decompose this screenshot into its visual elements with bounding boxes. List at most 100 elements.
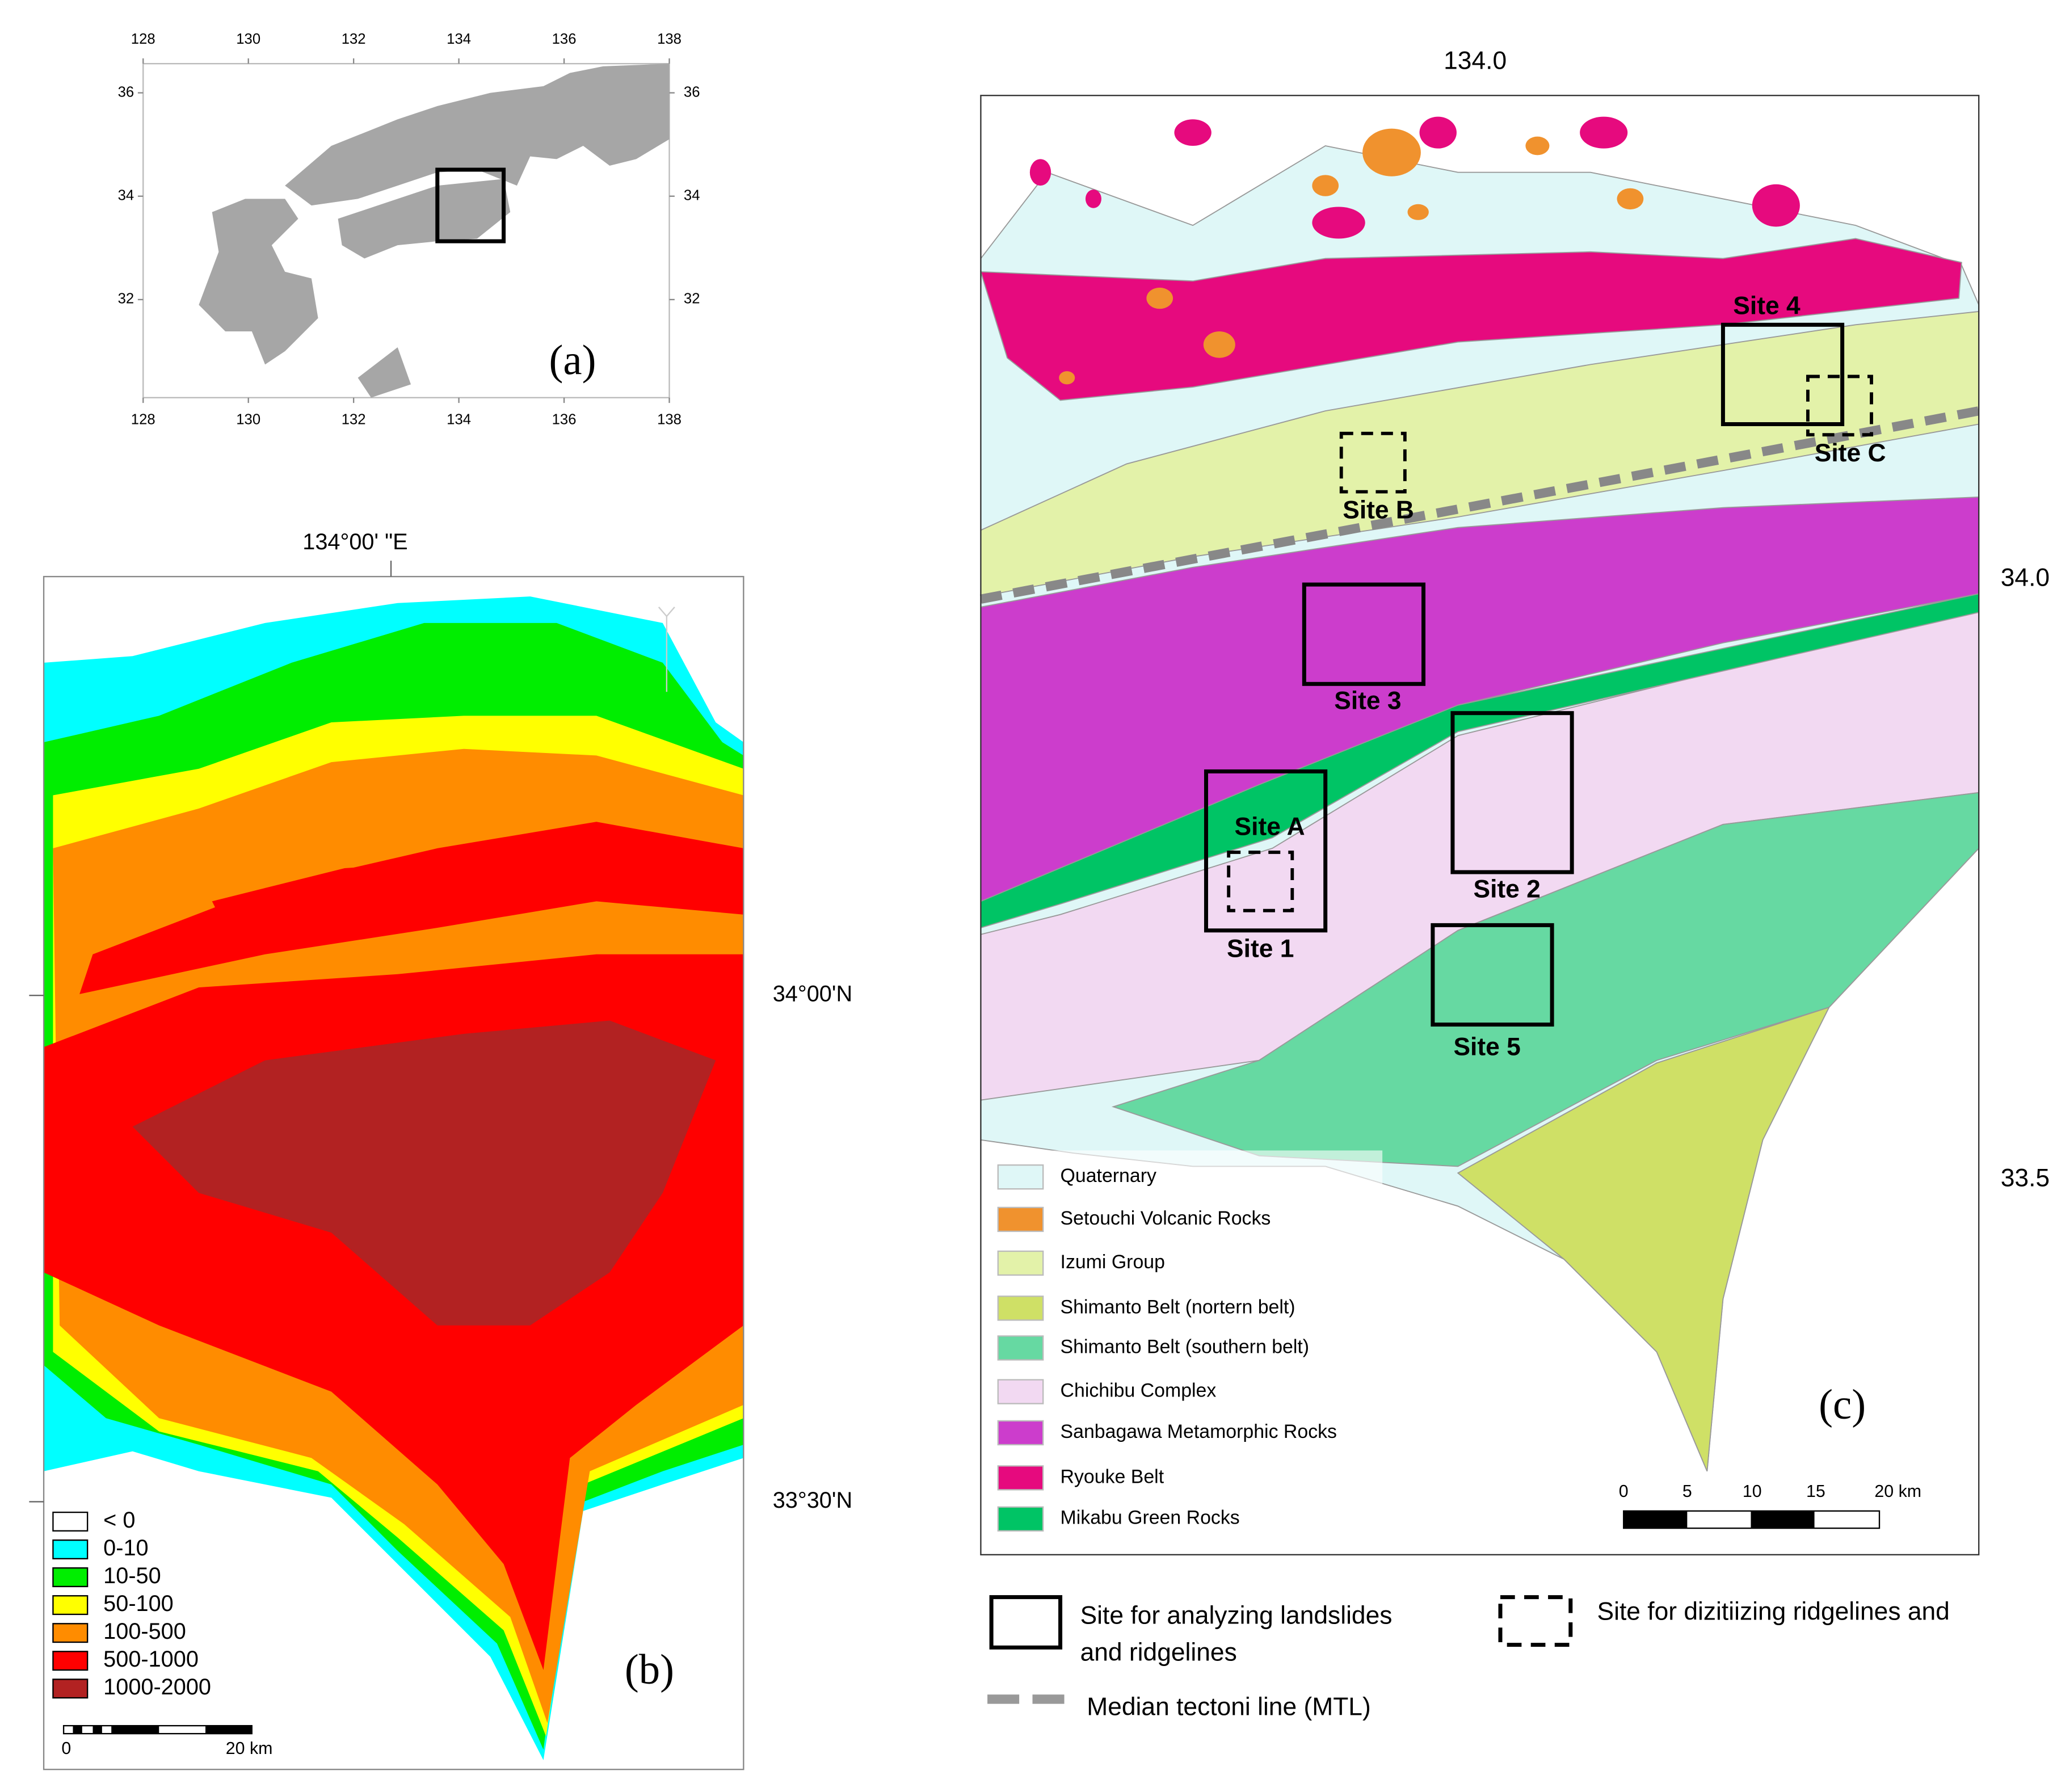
y-tick-label: 32 bbox=[684, 291, 700, 307]
legend-swatch bbox=[997, 1295, 1044, 1321]
legend-label: 50-100 bbox=[103, 1591, 174, 1616]
scale-label: 15 bbox=[1806, 1482, 1825, 1501]
legend-swatch bbox=[997, 1420, 1044, 1446]
x-tick-label: 134 bbox=[447, 31, 471, 47]
latitude-label: 34.0 bbox=[2001, 563, 2050, 591]
legend-swatch bbox=[52, 1595, 89, 1616]
site-label: Site 3 bbox=[1334, 687, 1401, 715]
y-tick-label: 36 bbox=[118, 84, 134, 100]
geology-unit bbox=[1146, 287, 1173, 309]
study-area-box bbox=[435, 167, 506, 243]
geology-unit bbox=[1580, 116, 1628, 149]
site-label: Site 2 bbox=[1474, 875, 1541, 903]
site-label: Site 4 bbox=[1733, 292, 1801, 320]
north-arrow bbox=[658, 607, 675, 692]
site-box bbox=[1450, 711, 1574, 874]
legend-swatch bbox=[52, 1623, 89, 1643]
site-box-dashed bbox=[1339, 431, 1407, 494]
island bbox=[357, 347, 411, 398]
site-box-dashed bbox=[1227, 851, 1294, 912]
shikoku bbox=[338, 179, 511, 259]
geology-unit bbox=[1525, 136, 1550, 155]
scale-bar-b bbox=[62, 1724, 253, 1735]
geology-unit bbox=[1752, 184, 1800, 227]
legend-label: 100-500 bbox=[103, 1619, 186, 1644]
longitude-label: 134.0 bbox=[1444, 47, 1507, 75]
key-dashed-box bbox=[1498, 1595, 1573, 1647]
legend-swatch bbox=[52, 1511, 89, 1532]
x-tick-label: 130 bbox=[236, 31, 260, 47]
legend-swatch bbox=[997, 1465, 1044, 1491]
panel-label: (b) bbox=[625, 1646, 674, 1693]
key-text: Median tectoni line (MTL) bbox=[1087, 1693, 1370, 1721]
site-box-dashed bbox=[1806, 375, 1873, 437]
legend-label: Quaternary bbox=[1061, 1165, 1156, 1187]
legend-swatch bbox=[997, 1250, 1044, 1276]
y-tick-label: 34 bbox=[118, 188, 134, 204]
key-text: Site for dizitiizing ridgelines and bbox=[1597, 1597, 1950, 1625]
geology-unit bbox=[1059, 371, 1075, 385]
geology-unit bbox=[1203, 331, 1235, 358]
site-label: Site C bbox=[1815, 439, 1886, 467]
honshu bbox=[285, 64, 670, 206]
scale-bar-c bbox=[1623, 1510, 1881, 1529]
site-box bbox=[1431, 923, 1554, 1027]
y-tick-label: 36 bbox=[684, 84, 700, 100]
legend-swatch bbox=[52, 1567, 89, 1588]
legend-label: Shimanto Belt (nortern belt) bbox=[1061, 1296, 1295, 1318]
panel-label: (a) bbox=[549, 337, 596, 384]
latitude-label: 33.5 bbox=[2001, 1164, 2050, 1192]
legend-swatch bbox=[997, 1164, 1044, 1190]
geology-unit bbox=[1085, 190, 1101, 208]
legend-swatch bbox=[997, 1206, 1044, 1232]
x-tick-label: 132 bbox=[342, 31, 366, 47]
site-label: Site 1 bbox=[1227, 935, 1294, 962]
site-box bbox=[1302, 582, 1426, 686]
key-text: Site for analyzing landslides bbox=[1080, 1601, 1393, 1629]
panel-b-map bbox=[44, 596, 744, 1760]
legend-label: 0-10 bbox=[103, 1536, 148, 1560]
legend-label: 1000-2000 bbox=[103, 1675, 211, 1700]
y-tick-label: 32 bbox=[118, 291, 134, 307]
panel-label: (c) bbox=[1819, 1381, 1866, 1428]
legend-label: < 0 bbox=[103, 1508, 135, 1533]
x-tick-label: 134 bbox=[447, 411, 471, 427]
key-text: and ridgelines bbox=[1080, 1639, 1237, 1667]
frame-a bbox=[142, 63, 670, 398]
scale-label: 0 bbox=[61, 1739, 71, 1758]
x-tick-label: 136 bbox=[552, 411, 577, 427]
legend-swatch bbox=[52, 1539, 89, 1560]
geology-unit bbox=[1362, 128, 1421, 176]
scale-label: 5 bbox=[1682, 1482, 1692, 1501]
geology-unit bbox=[980, 593, 1980, 929]
geology-unit bbox=[1419, 116, 1457, 149]
site-label: Site B bbox=[1343, 496, 1414, 524]
x-tick-label: 128 bbox=[131, 31, 155, 47]
legend-label: Setouchi Volcanic Rocks bbox=[1061, 1208, 1271, 1229]
legend-label: Mikabu Green Rocks bbox=[1061, 1507, 1240, 1529]
panel-c-map bbox=[980, 116, 1980, 1472]
site-label: Site A bbox=[1235, 813, 1305, 841]
geology-unit bbox=[1312, 175, 1339, 196]
legend-swatch bbox=[52, 1651, 89, 1671]
legend-bg-c bbox=[985, 1150, 1383, 1549]
x-tick-label: 132 bbox=[342, 411, 366, 427]
latitude-label: 33°30'N bbox=[773, 1488, 852, 1513]
legend-label: Izumi Group bbox=[1061, 1251, 1165, 1273]
key-solid-box bbox=[989, 1595, 1063, 1650]
legend-swatch bbox=[52, 1679, 89, 1699]
geology-unit bbox=[1174, 119, 1212, 146]
legend-label: Sanbagawa Metamorphic Rocks bbox=[1061, 1421, 1337, 1442]
frame-b bbox=[43, 575, 744, 1770]
site-label: Site 5 bbox=[1453, 1033, 1520, 1061]
scale-label: 20 km bbox=[226, 1739, 273, 1758]
elevation-zone bbox=[212, 848, 703, 928]
frame-c bbox=[980, 95, 1980, 1556]
x-tick-label: 136 bbox=[552, 31, 577, 47]
mtl-line bbox=[979, 406, 1980, 604]
scale-label: 10 bbox=[1743, 1482, 1762, 1501]
geology-unit bbox=[1312, 207, 1365, 239]
scale-label: 0 bbox=[1619, 1482, 1629, 1501]
